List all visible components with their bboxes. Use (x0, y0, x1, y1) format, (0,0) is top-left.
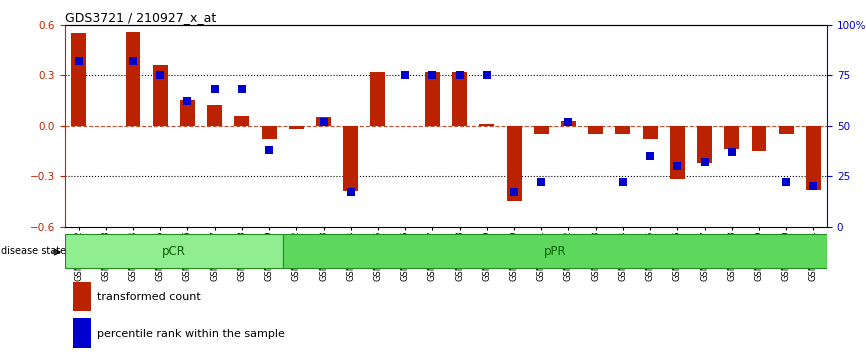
Bar (533, 126, 549, 134)
Point (317, 119, 331, 125)
Point (425, 73, 439, 78)
Bar (180, 101, 195, 126)
Bar (282, 234, 827, 268)
Text: pPR: pPR (544, 245, 566, 258)
Point (153, 73, 167, 78)
Point (262, 147, 276, 153)
Bar (507, 126, 521, 201)
Point (561, 119, 575, 125)
Bar (806, 126, 821, 190)
Bar (262, 126, 276, 139)
Point (126, 58, 140, 64)
Bar (343, 126, 359, 191)
Point (779, 179, 793, 185)
Point (806, 183, 820, 189)
Point (480, 73, 494, 78)
Bar (71, 33, 86, 126)
Text: GDS3721 / 210927_x_at: GDS3721 / 210927_x_at (65, 11, 216, 24)
Bar (152, 65, 168, 126)
Bar (207, 105, 222, 126)
Point (208, 86, 222, 92)
Text: transformed count: transformed count (97, 292, 201, 302)
Bar (697, 126, 712, 163)
Point (725, 149, 739, 155)
Point (670, 163, 684, 169)
Bar (371, 72, 385, 126)
Point (180, 99, 194, 104)
Bar (73, 281, 91, 311)
Bar (616, 126, 630, 134)
Bar (479, 124, 494, 126)
Point (235, 86, 249, 92)
Bar (561, 121, 576, 126)
Bar (588, 126, 603, 134)
Bar (126, 32, 140, 126)
Point (643, 153, 657, 159)
Bar (73, 318, 91, 348)
Point (534, 179, 548, 185)
Point (698, 159, 712, 165)
Text: disease state: disease state (1, 246, 66, 256)
Point (507, 189, 521, 195)
Point (616, 179, 630, 185)
Bar (669, 126, 685, 179)
Bar (425, 72, 440, 126)
Text: pCR: pCR (162, 245, 185, 258)
Point (398, 73, 412, 78)
Bar (752, 126, 766, 151)
Bar (235, 115, 249, 126)
Bar (724, 126, 740, 149)
Bar (288, 126, 304, 129)
Text: percentile rank within the sample: percentile rank within the sample (97, 329, 285, 339)
Point (453, 73, 467, 78)
Bar (65, 234, 282, 268)
Bar (643, 126, 657, 139)
Bar (316, 117, 331, 126)
Point (344, 189, 358, 195)
Bar (452, 72, 467, 126)
Point (72, 58, 86, 64)
Bar (779, 126, 793, 134)
